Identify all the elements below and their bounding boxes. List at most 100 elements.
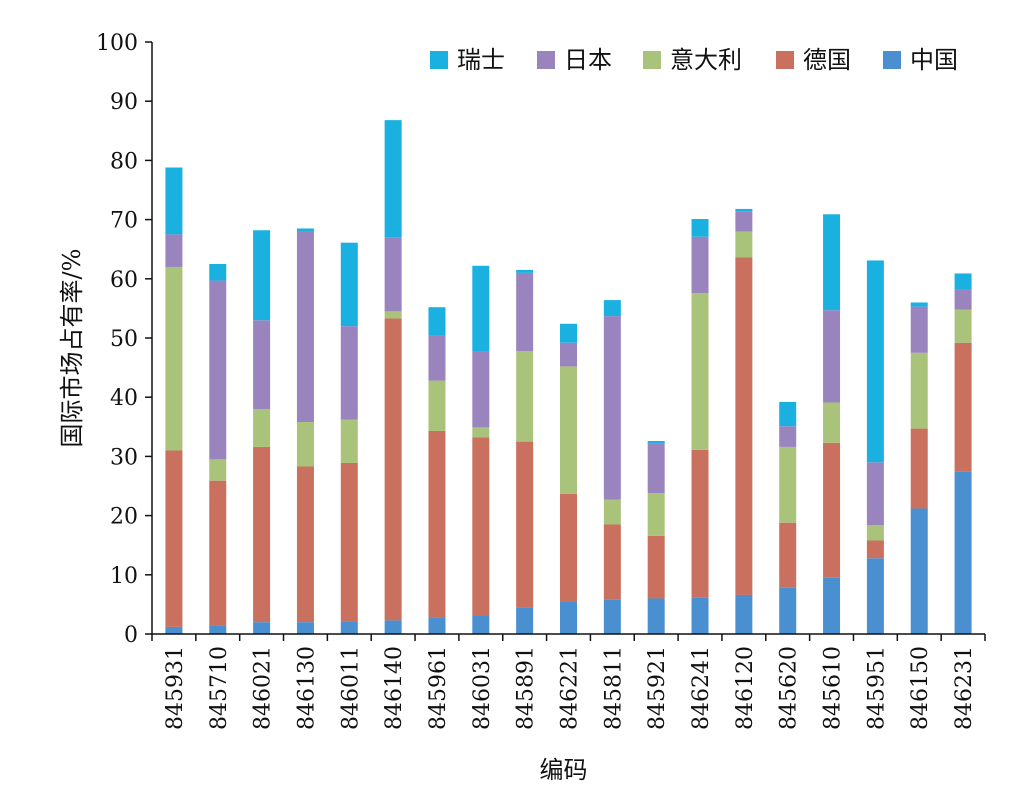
legend-label: 瑞士: [457, 46, 505, 74]
bar-845891-series-1: [516, 441, 534, 608]
bar-845620-series-0: [779, 587, 797, 634]
x-tick-labels: 845931 845710 846021 846130 846011 846140 8459…: [163, 646, 977, 730]
bar-846221-series-0: [560, 601, 577, 634]
legend: 瑞士 日本 意大利 德国 中国: [430, 46, 958, 74]
bar-846021-series-4: [253, 230, 271, 321]
y-tick-label: 70: [110, 209, 138, 234]
bar-845931-series-0: [165, 626, 183, 634]
x-tick-label: 846120: [733, 646, 758, 730]
bar-846130-series-4: [296, 228, 314, 232]
x-tick-label: 846221: [558, 646, 583, 730]
bar-846021-series-2: [253, 409, 271, 447]
bar-845811-series-4: [603, 300, 621, 317]
x-tick-label: 846140: [382, 646, 407, 730]
bar-846011-series-2: [340, 419, 358, 463]
y-tick-label: 60: [110, 268, 138, 293]
x-axis-title: 编码: [540, 756, 588, 784]
bar-845710-series-3: [209, 280, 227, 460]
bar-845961-series-1: [428, 430, 446, 618]
bar-846130-series-1: [296, 466, 314, 623]
bar-845610-series-2: [823, 402, 841, 443]
legend-swatch: [643, 51, 661, 69]
legend-swatch: [537, 51, 555, 69]
bar-846231-series-3: [954, 289, 972, 310]
bar-846231-series-0: [954, 471, 972, 634]
x-tick-label: 846231: [952, 646, 977, 730]
legend-swatch: [430, 51, 448, 69]
bar-845891-series-4: [516, 269, 534, 273]
bar-846150-series-1: [910, 428, 928, 509]
bar-845610-series-0: [823, 577, 841, 634]
y-tick-label: 30: [110, 445, 138, 470]
legend-swatch: [883, 51, 901, 69]
y-tick-label: 10: [110, 564, 138, 589]
bar-846241-series-3: [691, 236, 709, 294]
bar-846120-series-4: [735, 208, 753, 212]
bar-846150-series-2: [910, 352, 928, 429]
y-tick-label: 0: [124, 623, 138, 648]
bar-846231-series-2: [954, 309, 972, 343]
bar-845961-series-0: [428, 617, 446, 634]
x-tick-label: 846241: [689, 646, 714, 730]
bar-845931-series-3: [165, 234, 183, 267]
bar-846150-series-3: [910, 306, 928, 353]
y-tick-label: 50: [110, 327, 138, 352]
bar-846231-series-4: [954, 273, 972, 290]
y-tick-label: 40: [110, 386, 138, 411]
bar-845620-series-2: [779, 446, 797, 523]
bar-846120-series-0: [735, 594, 753, 634]
bar-845921-series-3: [647, 443, 665, 494]
bar-845921-series-2: [647, 493, 665, 536]
bar-846120-series-3: [735, 211, 753, 232]
bar-846150-series-0: [910, 508, 928, 634]
x-tick-label: 845961: [426, 646, 451, 730]
bar-845951-series-1: [866, 540, 884, 559]
bar-845620-series-3: [779, 426, 797, 447]
bar-845951-series-4: [866, 260, 884, 463]
bar-845891-series-2: [516, 351, 534, 442]
bar-846140-series-4: [384, 120, 402, 238]
legend-label: 中国: [910, 46, 958, 74]
bar-846140-series-0: [384, 620, 402, 634]
bar-845931-series-4: [165, 167, 183, 235]
x-tick-label: 846130: [294, 646, 319, 730]
bar-846011-series-3: [340, 326, 358, 420]
y-axis-title: 国际市场占有率/%: [58, 249, 86, 448]
bar-846221-series-3: [560, 342, 577, 367]
bar-845931-series-2: [165, 266, 183, 451]
axes-layer: [145, 41, 986, 641]
bar-846221-series-4: [560, 323, 577, 343]
bar-846231-series-1: [954, 342, 972, 472]
bar-846021-series-1: [253, 446, 271, 623]
bar-846150-series-4: [910, 302, 928, 307]
bar-845961-series-4: [428, 307, 446, 336]
bar-845610-series-4: [823, 214, 841, 311]
x-tick-label: 845620: [777, 646, 802, 730]
bar-845951-series-2: [866, 525, 884, 541]
x-tick-label: 845610: [821, 646, 846, 730]
bar-846221-series-1: [560, 493, 577, 602]
bar-846031-series-4: [472, 265, 490, 352]
bar-845811-series-3: [603, 316, 621, 500]
bar-846011-series-0: [340, 621, 358, 634]
x-tick-label: 845710: [207, 646, 232, 730]
x-tick-label: 846011: [338, 646, 363, 730]
bar-846031-series-2: [472, 427, 490, 438]
legend-swatch: [776, 51, 794, 69]
bar-845610-series-3: [823, 310, 841, 403]
bar-845961-series-3: [428, 335, 446, 381]
bar-846130-series-0: [296, 622, 314, 634]
bar-845951-series-0: [866, 558, 884, 634]
bar-846140-series-2: [384, 311, 402, 319]
x-tick-label: 846021: [251, 646, 276, 730]
bar-845710-series-1: [209, 480, 227, 626]
legend-label: 意大利: [670, 46, 742, 74]
bar-845811-series-0: [603, 599, 621, 634]
legend-label: 日本: [564, 46, 612, 74]
bars-layer: [165, 120, 972, 634]
x-tick-label: 845921: [645, 646, 670, 730]
bar-846031-series-1: [472, 437, 490, 616]
bar-846241-series-0: [691, 597, 709, 634]
